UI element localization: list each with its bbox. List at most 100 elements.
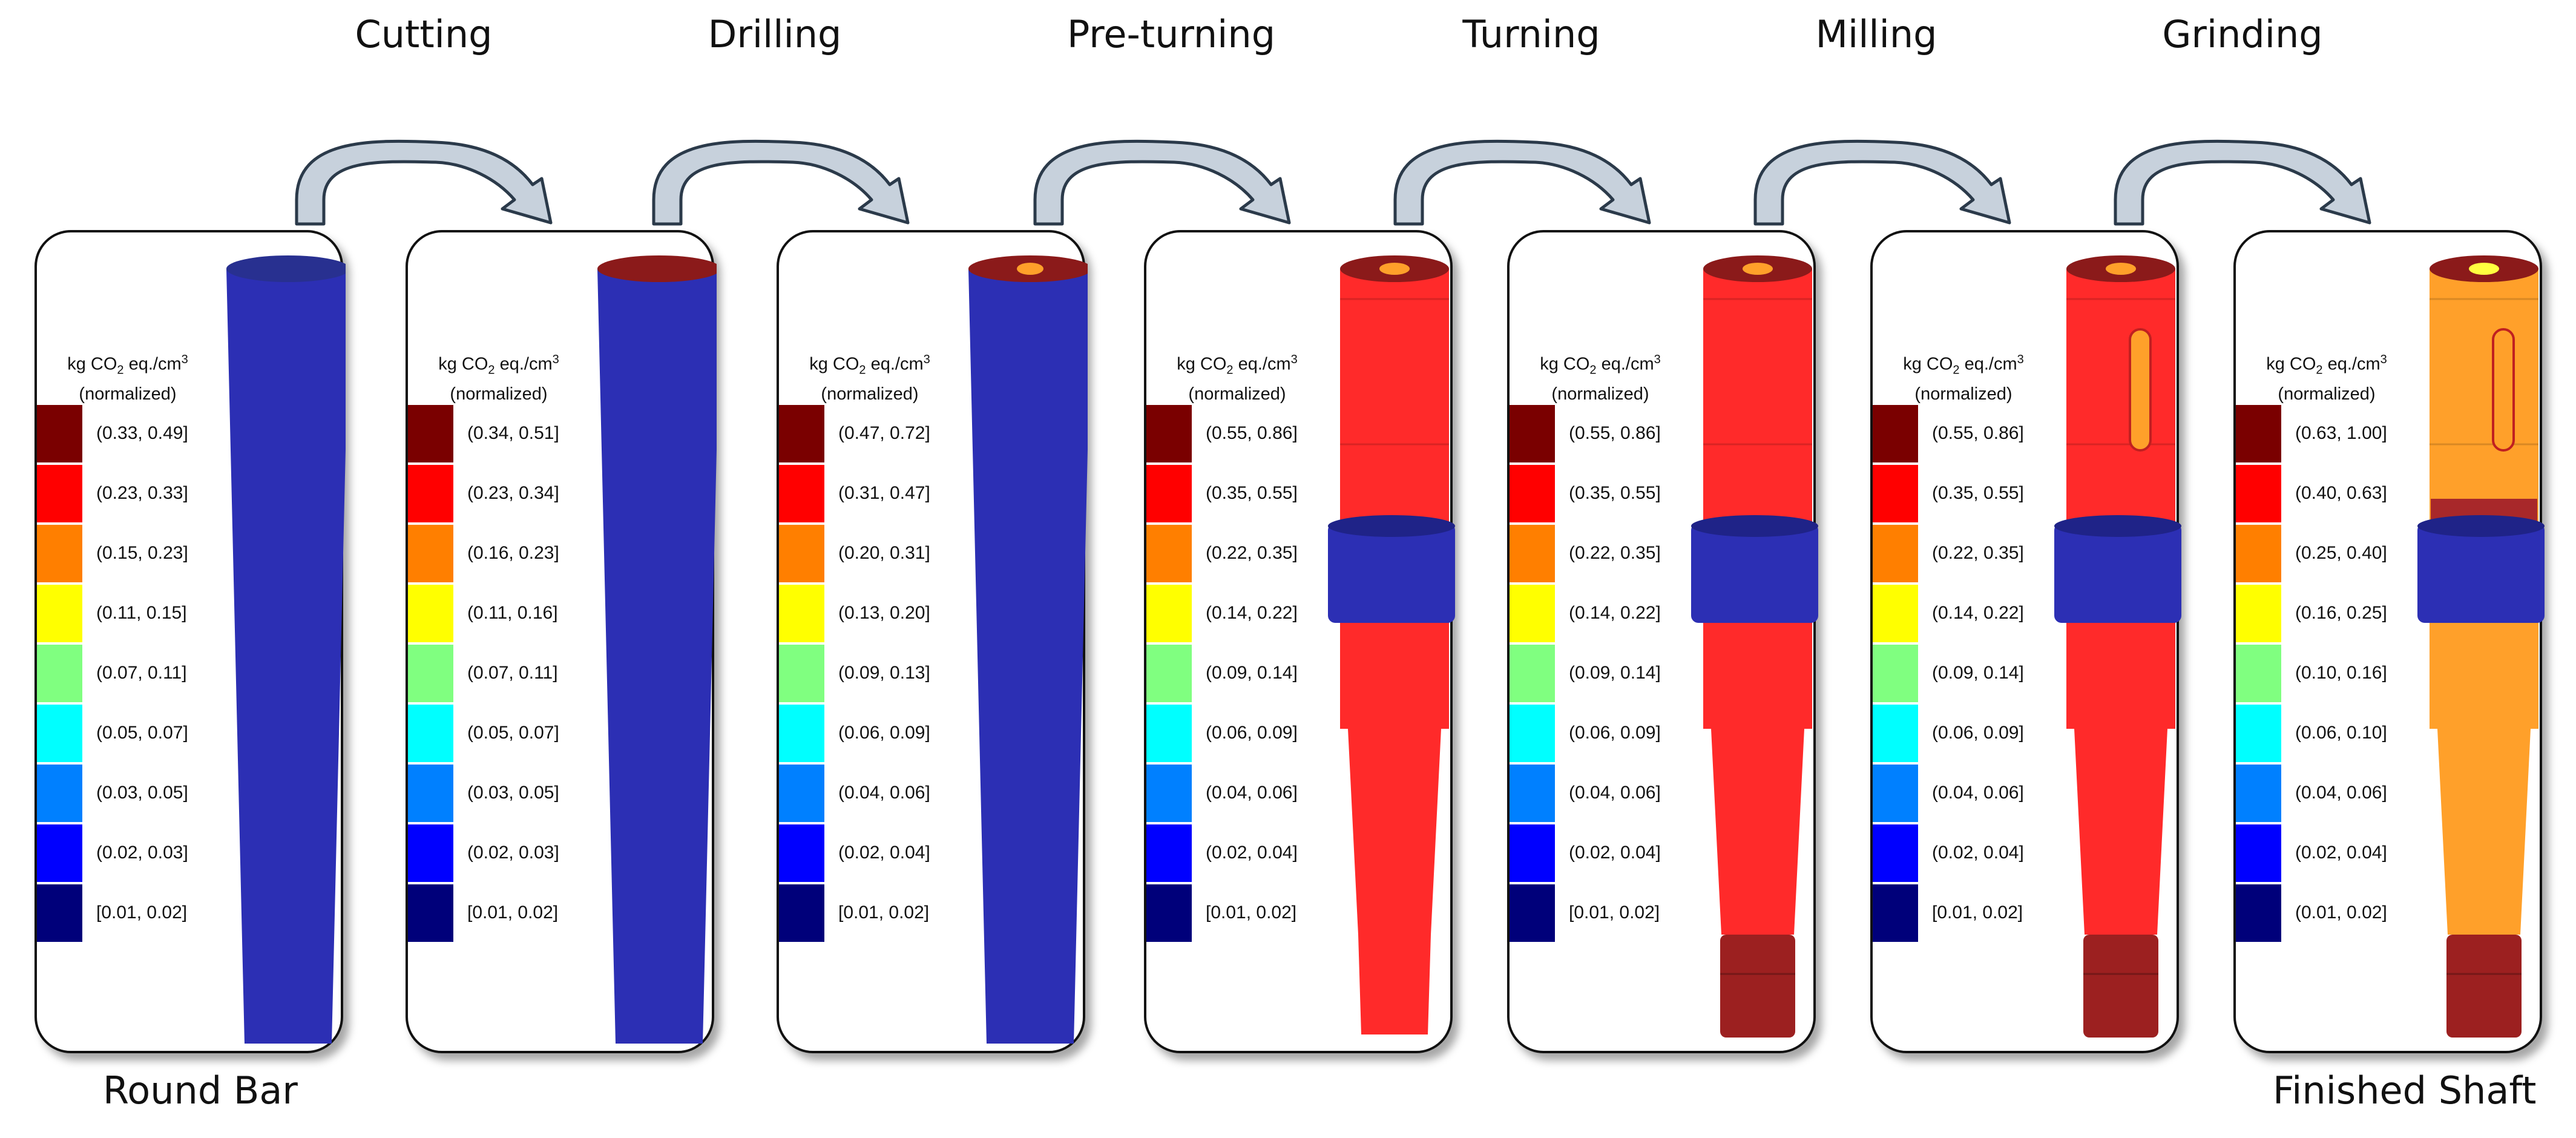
bar-end-face — [226, 255, 346, 282]
legend-swatch — [37, 884, 82, 942]
legend-row: [0.01, 0.02] — [1510, 884, 1709, 942]
legend-swatch — [408, 405, 453, 462]
legend-row: (0.07, 0.11] — [37, 645, 237, 702]
legend-swatch — [408, 884, 453, 942]
legend-swatch — [2236, 824, 2281, 882]
legend-row: (0.16, 0.25] — [2236, 585, 2436, 642]
legend-row: (0.04, 0.06] — [1873, 765, 2072, 822]
legend-swatch — [779, 645, 824, 702]
shaft-end-section — [2083, 935, 2158, 1038]
bore-hole — [1743, 263, 1773, 275]
legend-swatch — [37, 645, 82, 702]
legend-swatch — [1146, 525, 1192, 582]
legend-swatch — [779, 525, 824, 582]
shaft-lower-section — [2074, 729, 2167, 935]
bore-hole — [2469, 263, 2499, 275]
legend-row: (0.07, 0.11] — [408, 645, 608, 702]
bore-hole — [1379, 263, 1410, 275]
legend-row: (0.09, 0.14] — [1146, 645, 1346, 702]
legend-row: (0.23, 0.33] — [37, 465, 237, 522]
legend-range-label: (0.04, 0.06] — [838, 783, 930, 803]
legend-row: (0.05, 0.07] — [408, 705, 608, 762]
legend-range-label: (0.14, 0.22] — [1569, 603, 1661, 623]
legend-swatch — [1146, 824, 1192, 882]
legend-row: (0.03, 0.05] — [37, 765, 237, 822]
legend-swatch — [1873, 705, 1918, 762]
shaft-upper-section — [1340, 269, 1449, 729]
step-label-grinding: Grinding — [2162, 12, 2323, 56]
legend-range-label: (0.04, 0.06] — [1569, 783, 1661, 803]
bar-end-face — [597, 255, 717, 282]
legend-row: (0.04, 0.06] — [779, 765, 979, 822]
legend-row: (0.03, 0.05] — [408, 765, 608, 822]
legend-swatch — [2236, 645, 2281, 702]
legend-swatch — [408, 525, 453, 582]
legend-range-label: (0.14, 0.22] — [1932, 603, 2024, 623]
collar-top-face — [1691, 515, 1818, 537]
legend-row: (0.02, 0.04] — [1510, 824, 1709, 882]
legend-range-label: [0.01, 0.02] — [1206, 903, 1297, 923]
legend-range-label: (0.09, 0.14] — [1569, 663, 1661, 683]
legend-title: kg CO2 eq./cm3 (normalized) — [67, 353, 188, 404]
legend-swatch — [2236, 465, 2281, 522]
milled-keyway — [2492, 328, 2515, 452]
legend-row: [0.01, 0.02] — [779, 884, 979, 942]
legend-range-label: (0.11, 0.15] — [96, 603, 187, 623]
legend-row: (0.34, 0.51] — [408, 405, 608, 462]
start-label-round-bar: Round Bar — [103, 1068, 298, 1113]
legend-title: kg CO2 eq./cm3 (normalized) — [1903, 353, 2024, 404]
legend-swatch — [1510, 585, 1555, 642]
legend-swatch — [2236, 765, 2281, 822]
process-arrow — [652, 139, 910, 226]
process-arrow — [2114, 139, 2371, 226]
legend-row: (0.06, 0.09] — [779, 705, 979, 762]
step-label-milling: Milling — [1815, 12, 1937, 56]
end-label-finished-shaft: Finished Shaft — [2273, 1068, 2537, 1113]
legend-swatch — [1510, 765, 1555, 822]
legend-row: (0.31, 0.47] — [779, 465, 979, 522]
legend-swatch — [1873, 824, 1918, 882]
legend-row: (0.01, 0.02] — [2236, 884, 2436, 942]
legend-swatch — [1146, 465, 1192, 522]
step-label-cutting: Cutting — [355, 12, 493, 56]
legend-range-label: (0.09, 0.14] — [1932, 663, 2024, 683]
shaft-model — [226, 255, 346, 1044]
legend-swatch — [1146, 705, 1192, 762]
legend-range-label: (0.02, 0.04] — [1206, 843, 1298, 863]
legend-row: (0.02, 0.04] — [2236, 824, 2436, 882]
legend-range-label: (0.35, 0.55] — [1569, 483, 1661, 503]
legend-row: (0.02, 0.03] — [408, 824, 608, 882]
legend-row: (0.22, 0.35] — [1873, 525, 2072, 582]
legend-row: (0.22, 0.35] — [1146, 525, 1346, 582]
shaft-lower-section — [1348, 729, 1441, 935]
legend-range-label: (0.40, 0.63] — [2295, 483, 2387, 503]
legend-range-label: (0.63, 1.00] — [2295, 423, 2387, 443]
stage-panel-after-cutting: kg CO2 eq./cm3 (normalized) (0.34, 0.51]… — [406, 230, 717, 1053]
shaft-collar — [1691, 523, 1818, 623]
legend-swatch — [1873, 765, 1918, 822]
legend-row: (0.35, 0.55] — [1873, 465, 2072, 522]
legend-row: (0.20, 0.31] — [779, 525, 979, 582]
legend-range-label: (0.22, 0.35] — [1206, 543, 1298, 563]
legend-swatch — [2236, 884, 2281, 942]
legend-swatch — [779, 705, 824, 762]
legend-title: kg CO2 eq./cm3 (normalized) — [438, 353, 559, 404]
legend-swatch — [37, 765, 82, 822]
legend-range-label: (0.33, 0.49] — [96, 423, 188, 443]
legend-row: (0.35, 0.55] — [1146, 465, 1346, 522]
shaft-lower-section — [2437, 729, 2531, 935]
stage-panel-after-drilling: kg CO2 eq./cm3 (normalized) (0.47, 0.72]… — [777, 230, 1088, 1053]
legend-row: (0.15, 0.23] — [37, 525, 237, 582]
legend-title: kg CO2 eq./cm3 (normalized) — [809, 353, 930, 404]
legend-swatch — [1146, 405, 1192, 462]
legend-range-label: (0.22, 0.35] — [1932, 543, 2024, 563]
bore-hole — [1017, 263, 1043, 275]
shaft-model — [1691, 255, 1818, 1038]
legend-row: (0.06, 0.09] — [1873, 705, 2072, 762]
legend-swatch — [2236, 705, 2281, 762]
legend-range-label: (0.02, 0.03] — [96, 843, 188, 863]
collar-top-face — [2054, 515, 2181, 537]
legend-swatch — [37, 585, 82, 642]
legend-row: (0.06, 0.09] — [1510, 705, 1709, 762]
legend-row: (0.09, 0.13] — [779, 645, 979, 702]
